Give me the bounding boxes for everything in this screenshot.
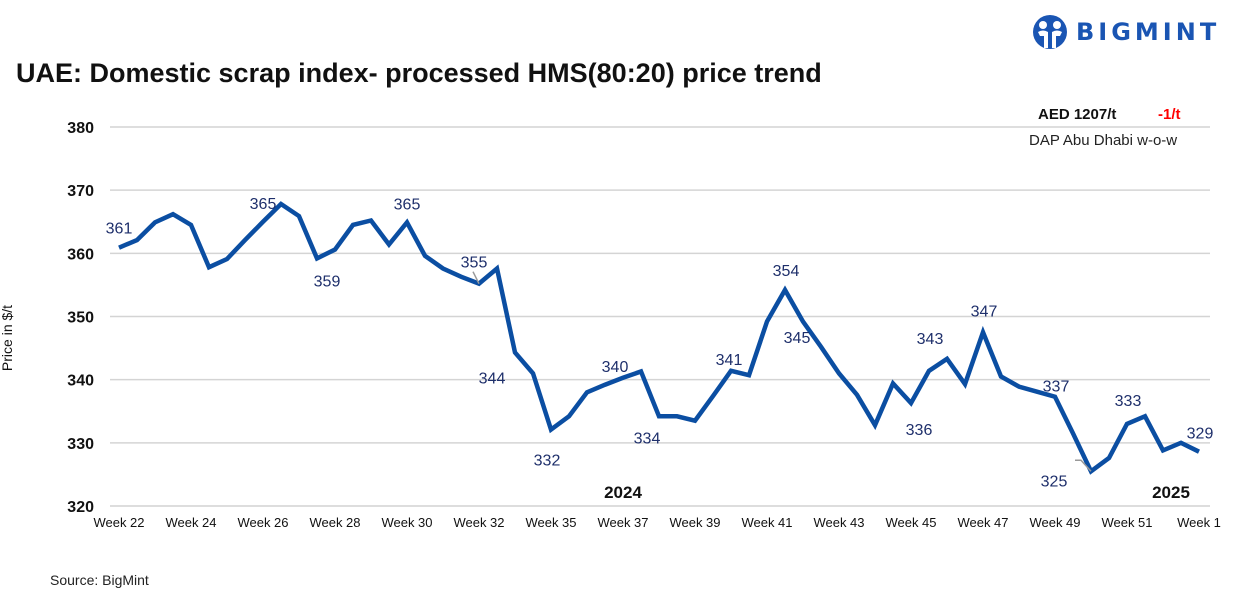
y-tick-label: 360 [67, 246, 94, 263]
data-label: 325 [1041, 473, 1068, 490]
year-label: 2024 [604, 483, 642, 502]
year-label: 2025 [1152, 483, 1190, 502]
data-label: 365 [250, 196, 277, 213]
x-tick-label: Week 43 [813, 515, 864, 530]
leader-line [1075, 459, 1092, 472]
source-note: Source: BigMint [50, 572, 149, 588]
data-label: 329 [1187, 426, 1214, 443]
leader-line [472, 271, 480, 284]
bigmint-logo-icon [1033, 15, 1067, 49]
data-label: 359 [314, 273, 341, 290]
y-tick-label: 330 [67, 436, 94, 453]
x-tick-label: Week 32 [453, 515, 504, 530]
x-tick-label: Week 30 [381, 515, 432, 530]
x-tick-label: Week 28 [309, 515, 360, 530]
y-tick-label: 320 [67, 499, 94, 516]
data-label: 344 [479, 371, 506, 388]
x-tick-label: Week 37 [597, 515, 648, 530]
y-tick-label: 370 [67, 183, 94, 200]
x-tick-label: Week 49 [1029, 515, 1080, 530]
data-label: 333 [1115, 393, 1142, 410]
x-tick-label: Week 26 [237, 515, 288, 530]
y-tick-label: 350 [67, 310, 94, 327]
logo-text: BIGMINT [1076, 18, 1221, 46]
x-tick-label: Week 47 [957, 515, 1008, 530]
x-tick-label: Week 24 [165, 515, 216, 530]
x-tick-label: Week 45 [885, 515, 936, 530]
data-label: 332 [534, 453, 561, 470]
x-tick-label: Week 1 [1177, 515, 1221, 530]
data-label: 355 [461, 255, 488, 272]
data-label: 365 [394, 196, 421, 213]
price-basis: DAP Abu Dhabi w-o-w [1029, 132, 1178, 149]
data-label: 334 [634, 430, 661, 447]
x-tick-label: Week 35 [525, 515, 576, 530]
data-label: 354 [773, 263, 800, 280]
current-price: AED 1207/t [1038, 106, 1117, 123]
y-tick-label: 340 [67, 373, 94, 390]
data-label: 341 [716, 352, 743, 369]
x-tick-label: Week 22 [93, 515, 144, 530]
data-label: 337 [1043, 379, 1070, 396]
x-tick-label: Week 41 [741, 515, 792, 530]
y-tick-label: 380 [67, 120, 94, 137]
x-tick-label: Week 51 [1101, 515, 1152, 530]
data-label: 336 [906, 422, 933, 439]
bigmint-logo: BIGMINT [1032, 14, 1220, 50]
chart-title: UAE: Domestic scrap index- processed HMS… [16, 58, 822, 88]
data-label: 340 [602, 359, 629, 376]
data-label: 347 [971, 303, 998, 320]
data-label: 343 [917, 331, 944, 348]
data-label: 345 [784, 330, 811, 347]
x-tick-label: Week 39 [669, 515, 720, 530]
data-label: 361 [106, 221, 133, 238]
price-change: -1/t [1158, 106, 1181, 123]
